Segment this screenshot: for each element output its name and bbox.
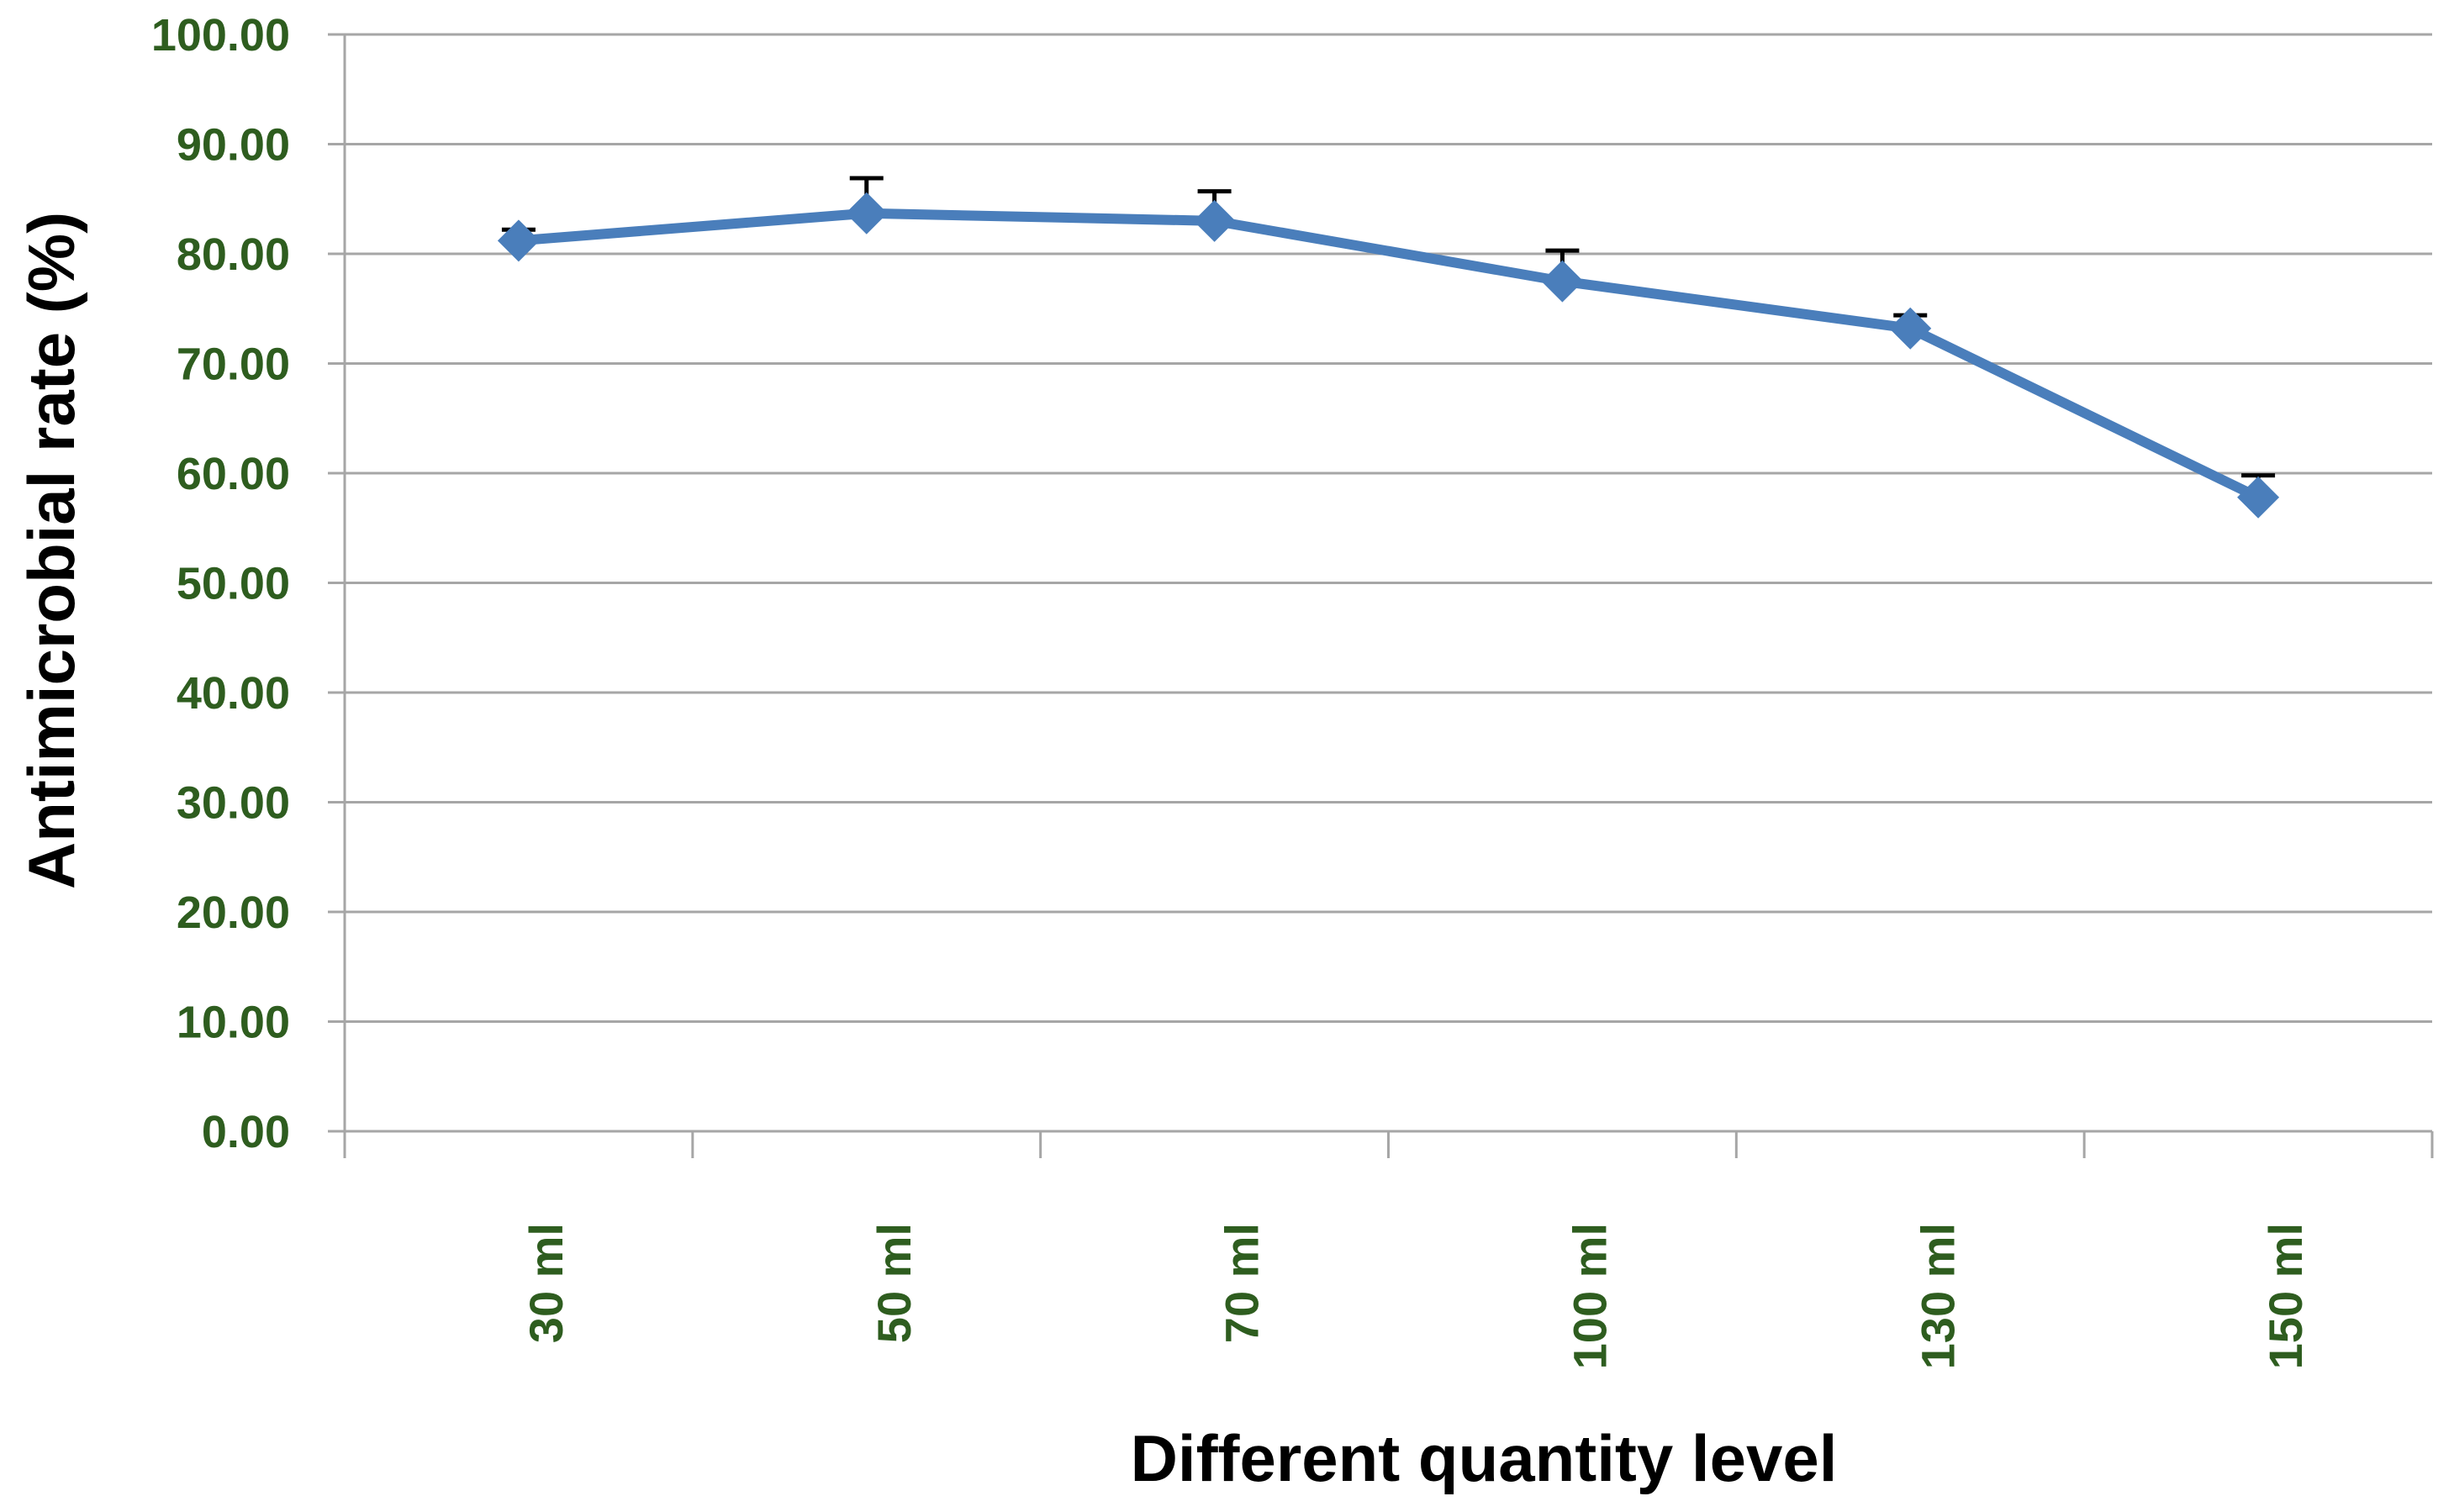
x-tick-label: 30 ml <box>520 1223 573 1343</box>
y-axis-title: Antimicrobial rate (%) <box>14 212 88 889</box>
data-point <box>1541 260 1584 303</box>
x-tick-labels: 30 ml 50 ml 70 ml 100 ml 130 ml 150 ml <box>520 1223 2312 1369</box>
y-tick-label: 40.00 <box>177 668 290 719</box>
x-tick-label: 100 ml <box>1563 1223 1616 1369</box>
x-tick-label: 150 ml <box>2259 1223 2312 1369</box>
y-tick-label: 70.00 <box>177 340 290 390</box>
data-point <box>845 192 888 234</box>
x-tick-label: 70 ml <box>1216 1223 1269 1343</box>
series <box>497 176 2280 519</box>
y-tick-label: 10.00 <box>177 998 290 1048</box>
data-point <box>497 219 540 262</box>
x-tick-label: 130 ml <box>1911 1223 1964 1369</box>
x-tick-label: 50 ml <box>868 1223 921 1343</box>
y-tick-label: 20.00 <box>177 888 290 938</box>
y-tick-label: 60.00 <box>177 449 290 499</box>
x-axis-title: Different quantity level <box>1131 1421 1838 1495</box>
data-point <box>1193 199 1236 242</box>
data-point <box>1889 307 1932 350</box>
y-tick-label: 100.00 <box>151 10 290 61</box>
y-tick-label: 90.00 <box>177 120 290 171</box>
axes <box>328 33 2434 1158</box>
y-tick-label: 80.00 <box>177 229 290 280</box>
y-tick-label: 30.00 <box>177 778 290 829</box>
y-tick-label: 50.00 <box>177 559 290 609</box>
data-point <box>2237 476 2280 519</box>
series-line <box>513 208 2264 503</box>
y-tick-labels: 0.00 10.00 20.00 30.00 40.00 50.00 60.00 70.00 8… <box>151 10 290 1157</box>
gridlines <box>345 33 2432 1023</box>
y-tick-label: 0.00 <box>202 1107 290 1157</box>
